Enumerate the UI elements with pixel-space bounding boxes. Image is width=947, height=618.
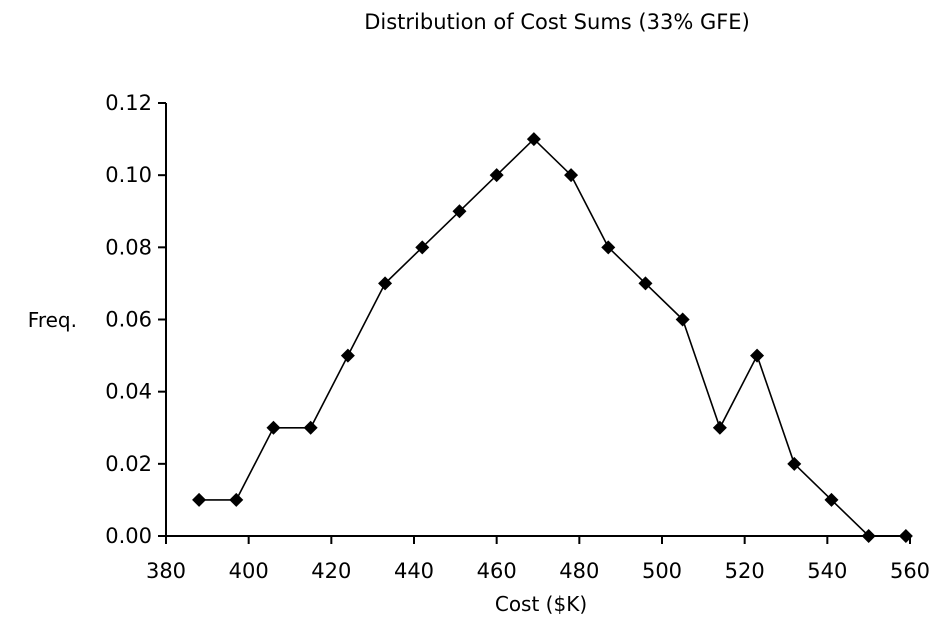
x-tick-label: 380 <box>146 559 186 583</box>
y-tick-label: 0.08 <box>105 235 152 259</box>
chart-title: Distribution of Cost Sums (33% GFE) <box>364 10 750 34</box>
x-tick-label: 400 <box>229 559 269 583</box>
data-point <box>898 529 913 543</box>
y-tick-label: 0.10 <box>105 163 152 187</box>
data-point <box>266 420 281 435</box>
data-point <box>489 168 504 183</box>
data-point <box>340 348 355 363</box>
data-point <box>824 492 839 507</box>
data-point <box>861 529 876 543</box>
data-point <box>192 492 207 507</box>
data-point <box>415 240 430 255</box>
x-axis-label: Cost ($K) <box>495 592 587 616</box>
data-point <box>750 348 765 363</box>
x-tick-label: 420 <box>311 559 351 583</box>
x-tick-label: 440 <box>394 559 434 583</box>
x-tick-label: 540 <box>807 559 847 583</box>
x-ticks: 380 400 420 440 460 480 500 520 540 560 <box>146 536 930 583</box>
x-tick-label: 520 <box>725 559 765 583</box>
x-tick-label: 500 <box>642 559 682 583</box>
y-tick-label: 0.04 <box>105 380 152 404</box>
x-tick-label: 460 <box>477 559 517 583</box>
y-axis-label: Freq. <box>28 308 77 332</box>
x-tick-label: 560 <box>890 559 930 583</box>
data-point <box>229 492 244 507</box>
data-point <box>564 168 579 183</box>
y-tick-label: 0.06 <box>105 308 152 332</box>
x-tick-label: 480 <box>559 559 599 583</box>
data-point <box>638 276 653 291</box>
data-point <box>601 240 616 255</box>
plot-series <box>192 132 913 543</box>
y-tick-label: 0.00 <box>105 524 152 548</box>
y-tick-label: 0.02 <box>105 452 152 476</box>
data-point <box>675 312 690 327</box>
data-point <box>526 132 541 147</box>
series-line <box>199 137 906 537</box>
data-point <box>452 204 467 219</box>
data-point <box>303 420 318 435</box>
data-point <box>712 420 727 435</box>
y-ticks: 0.00 0.02 0.04 0.06 0.08 0.10 0.12 <box>105 91 166 548</box>
data-point <box>378 276 393 291</box>
data-point <box>787 456 802 471</box>
y-tick-label: 0.12 <box>105 91 152 115</box>
